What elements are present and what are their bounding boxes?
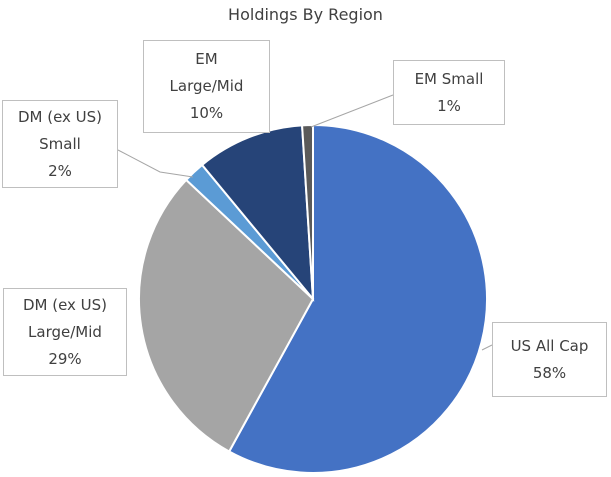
data-label: EM Large/Mid 10% (143, 40, 270, 133)
data-label: EM Small 1% (393, 60, 505, 125)
data-label: DM (ex US) Small 2% (2, 100, 118, 188)
label-value: 1% (437, 96, 461, 115)
data-label: US All Cap 58% (492, 322, 607, 397)
label-value: 58% (532, 363, 567, 382)
label-value: 29% (48, 349, 82, 368)
label-name: US All Cap (510, 336, 589, 355)
slice (138, 178, 315, 453)
data-label: DM (ex US) Large/Mid 29% (3, 288, 127, 376)
label-name: EM Small (414, 69, 484, 88)
leader-line (481, 344, 493, 351)
leader-line (117, 149, 194, 178)
label-value: 2% (48, 161, 72, 180)
slice (227, 123, 489, 474)
chart-title: Holdings By Region (228, 5, 383, 24)
label-name: DM (ex US) Large/Mid (22, 295, 108, 341)
leader-line (310, 94, 394, 128)
slice (301, 123, 314, 300)
label-value: 10% (189, 104, 224, 122)
slice (200, 124, 315, 303)
label-name: DM (ex US) Small (17, 107, 103, 153)
label-name: EM Large/Mid (169, 50, 244, 95)
